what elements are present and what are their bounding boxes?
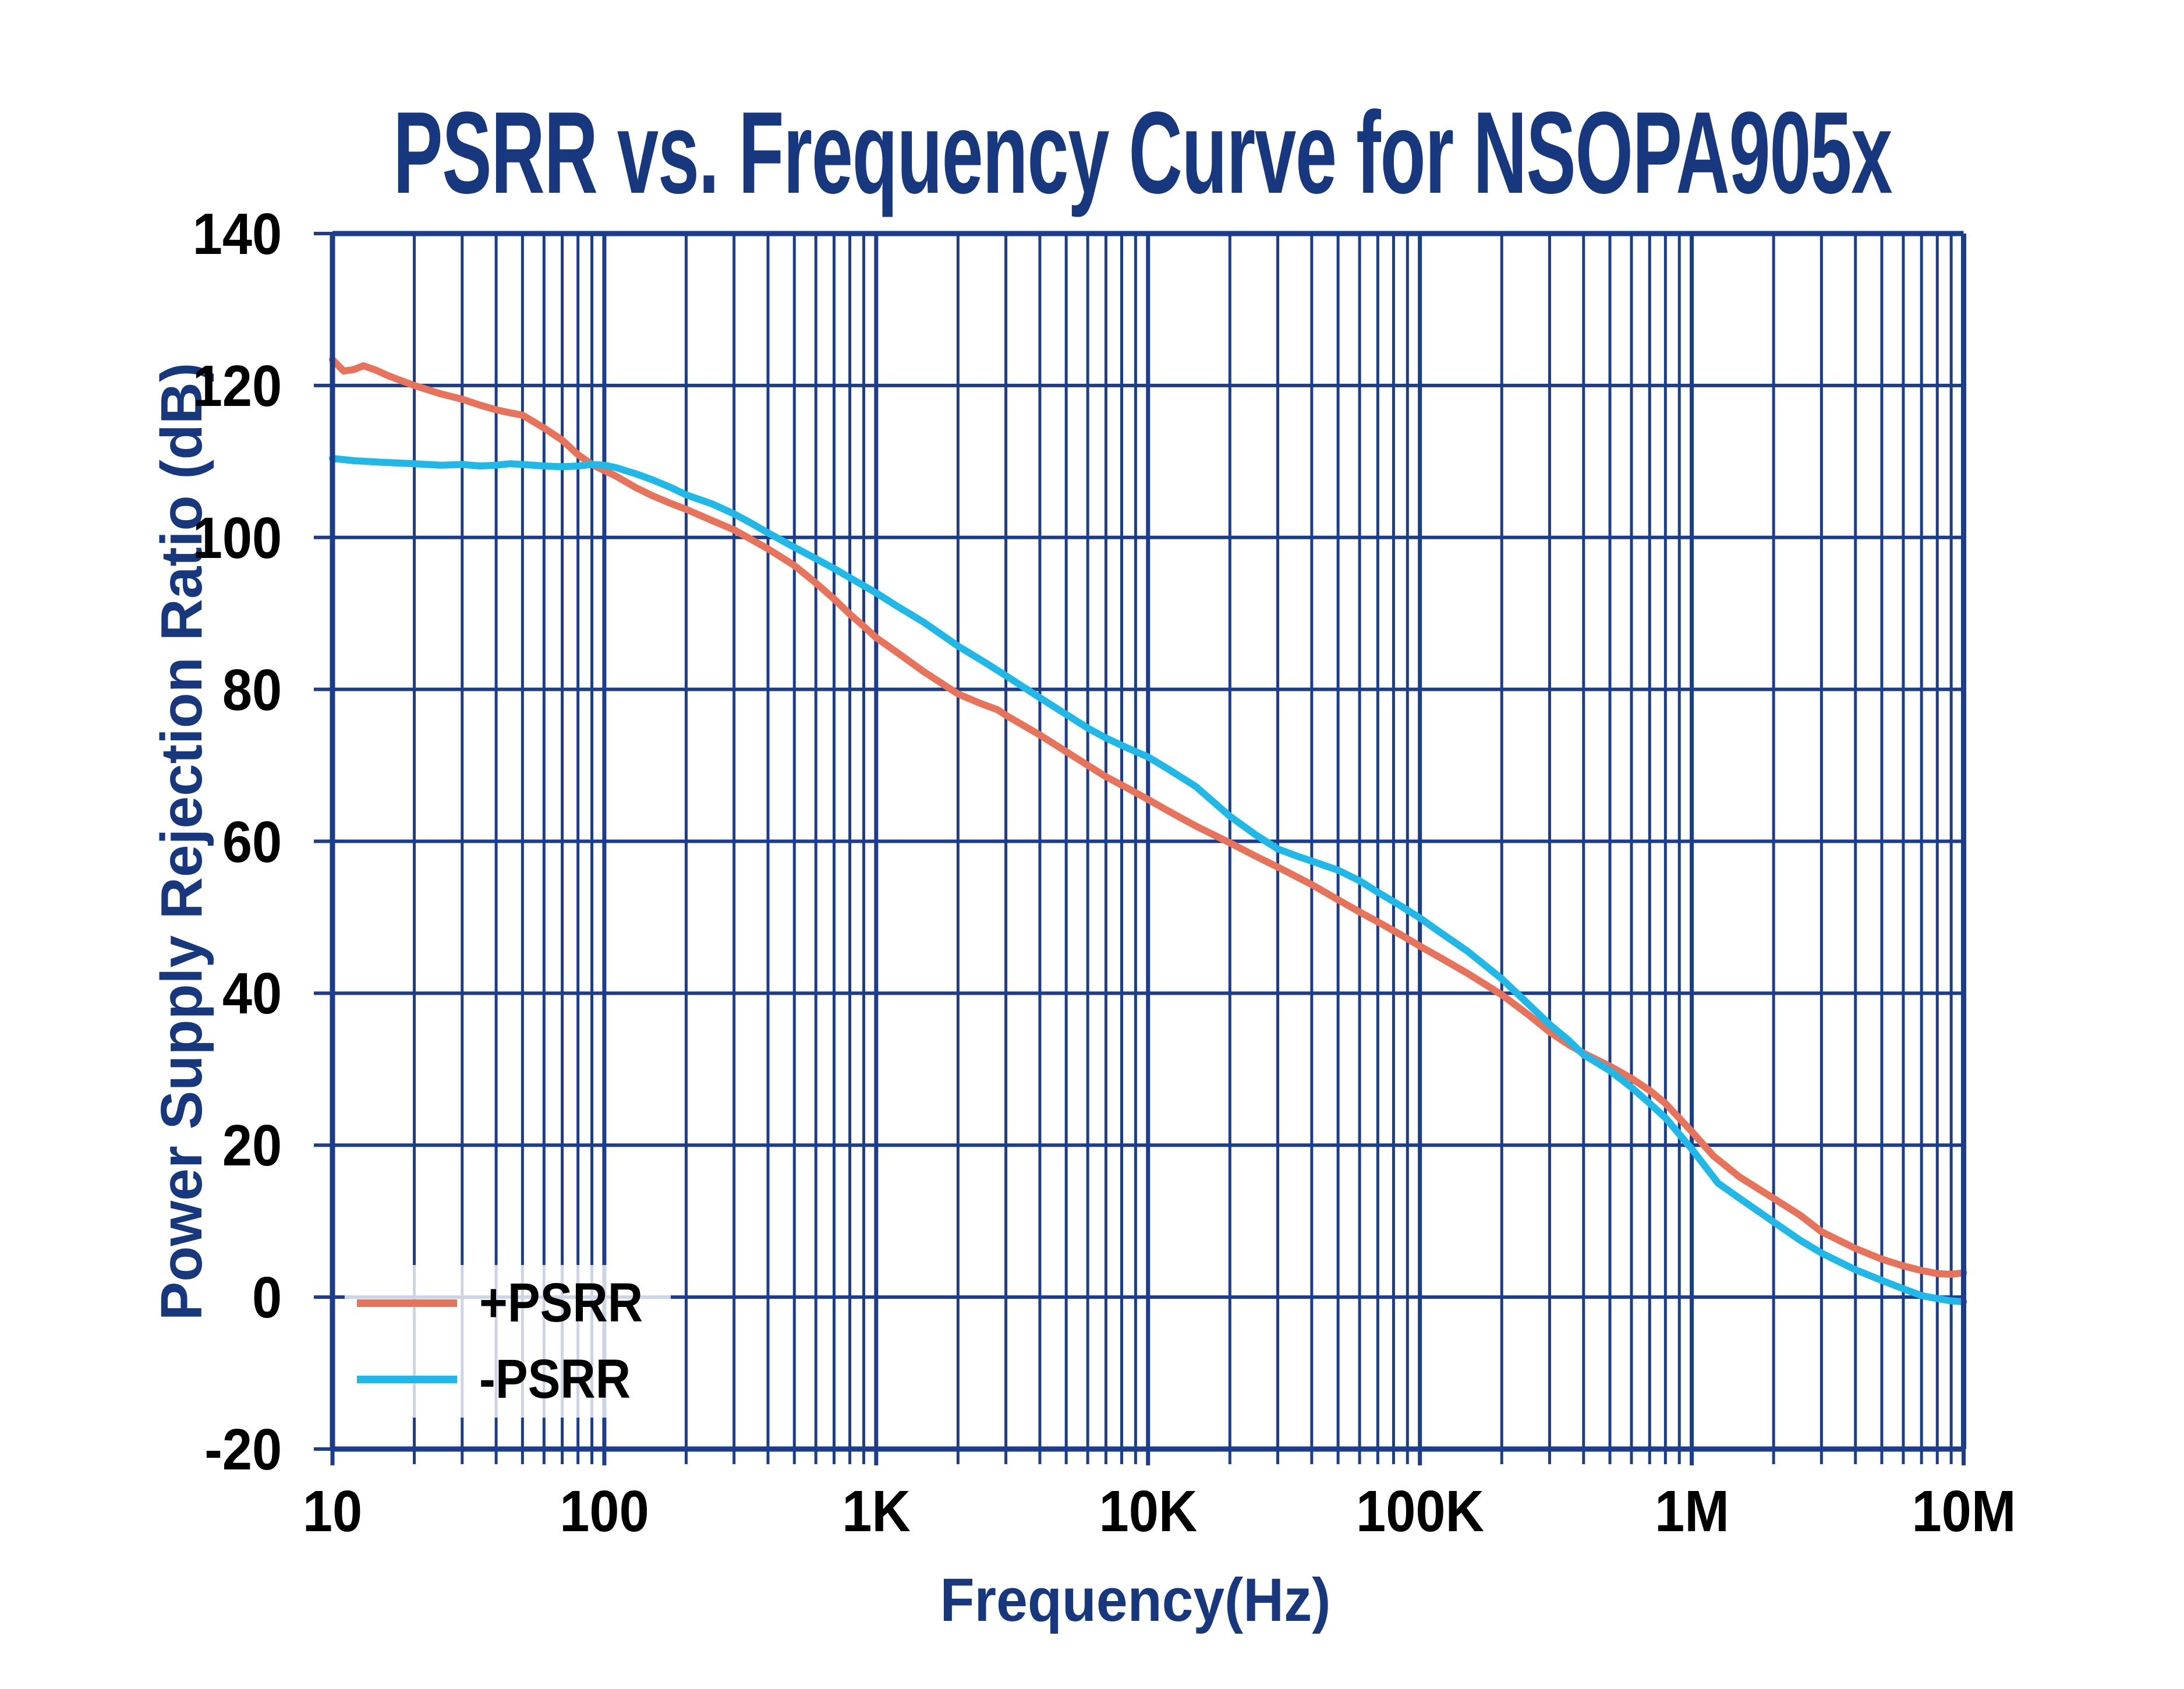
chart-title: PSRR vs. Frequency Curve for NSOPA905x xyxy=(393,88,1892,218)
x-tick-label-100K: 100K xyxy=(1355,1479,1484,1544)
y-tick-label-140: 140 xyxy=(192,202,282,267)
y-tick-label-0: 0 xyxy=(252,1265,282,1331)
legend-row-minus-psrr: -PSRR xyxy=(345,1341,671,1418)
axis-tick-marks xyxy=(314,232,1966,1465)
y-tick-label--20: -20 xyxy=(204,1417,282,1482)
minus-psrr-line-swatch xyxy=(357,1376,457,1383)
x-tick-label-10: 10 xyxy=(302,1479,363,1544)
legend: +PSRR -PSRR xyxy=(345,1265,671,1418)
x-tick-label-10K: 10K xyxy=(1099,1479,1198,1544)
x-tick-label-100: 100 xyxy=(560,1479,649,1544)
y-tick-label-120: 120 xyxy=(192,353,282,419)
y-tick-label-80: 80 xyxy=(222,657,282,723)
x-tick-label-10M: 10M xyxy=(1912,1479,2016,1544)
data-curves xyxy=(329,356,1967,1305)
x-axis-title: Frequency(Hz) xyxy=(940,1566,1331,1634)
legend-label-plus-psrr: +PSRR xyxy=(479,1272,643,1334)
y-tick-label-60: 60 xyxy=(222,809,282,875)
x-tick-label-1K: 1K xyxy=(842,1479,911,1544)
plus-psrr-line-swatch xyxy=(357,1299,457,1307)
legend-row-plus-psrr: +PSRR xyxy=(345,1265,671,1341)
legend-label-minus-psrr: -PSRR xyxy=(479,1348,631,1410)
y-tick-label-100: 100 xyxy=(192,505,282,571)
y-tick-label-40: 40 xyxy=(222,961,282,1027)
x-tick-label-1M: 1M xyxy=(1654,1479,1729,1544)
plus-psrr-curve xyxy=(329,356,1967,1278)
y-tick-label-20: 20 xyxy=(222,1113,282,1179)
minus-psrr-curve xyxy=(329,455,1967,1305)
